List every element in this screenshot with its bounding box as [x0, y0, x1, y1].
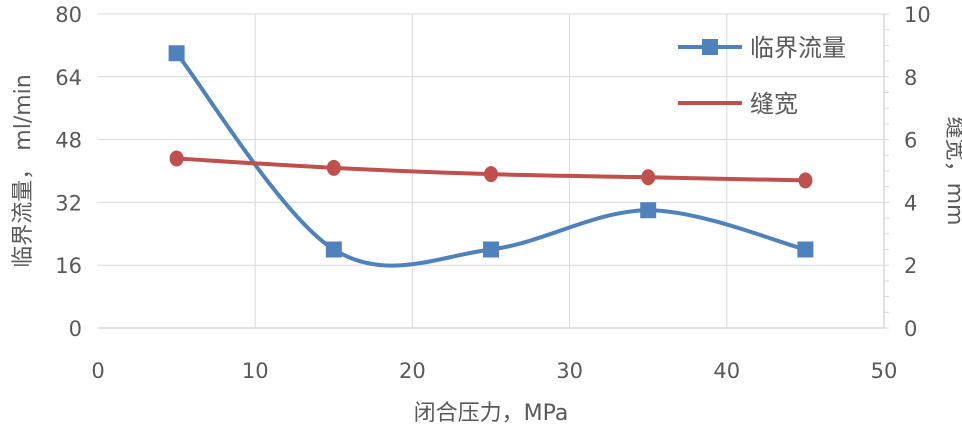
data-point: [484, 166, 498, 183]
data-point: [326, 159, 341, 176]
y2-tick-label: 4: [904, 191, 917, 215]
axes: [98, 13, 889, 329]
y2-tick-label: 10: [904, 3, 931, 27]
y2-tick-label: 0: [904, 317, 917, 341]
data-point: [797, 241, 814, 258]
legend-label: 缝宽: [750, 90, 798, 118]
legend-marker: [702, 39, 718, 55]
y2-tick-label: 2: [904, 254, 917, 278]
y-tick-label: 16: [55, 254, 82, 278]
y-tick-label: 0: [69, 317, 82, 341]
x-axis-label: 闭合压力，MPa: [414, 401, 569, 426]
y-tick-label: 64: [55, 66, 82, 90]
x-tick-label: 20: [399, 359, 426, 383]
x-tick-label: 40: [713, 359, 740, 383]
x-tick-label: 50: [871, 359, 898, 383]
data-point: [641, 169, 656, 186]
y-tick-label: 48: [55, 129, 82, 153]
y-tick-label: 32: [55, 191, 82, 215]
y-tick-label: 80: [55, 3, 82, 27]
data-point: [325, 241, 342, 258]
x-tick-label: 30: [556, 359, 583, 383]
data-point: [169, 150, 184, 167]
series-line: [175, 52, 806, 268]
data-point: [640, 202, 657, 219]
y2-axis-label: 缝宽，mm: [942, 117, 962, 226]
y2-tick-label: 6: [904, 129, 917, 153]
legend-label: 临界流量: [750, 34, 846, 62]
data-point: [798, 172, 813, 189]
data-point: [483, 241, 499, 258]
series: [168, 45, 814, 268]
y2-tick-label: 8: [904, 66, 917, 90]
x-tick-label: 10: [242, 359, 269, 383]
data-point: [168, 45, 185, 62]
x-tick-label: 0: [91, 359, 104, 383]
y-axis-label: 临界流量， ml/min: [11, 74, 36, 267]
